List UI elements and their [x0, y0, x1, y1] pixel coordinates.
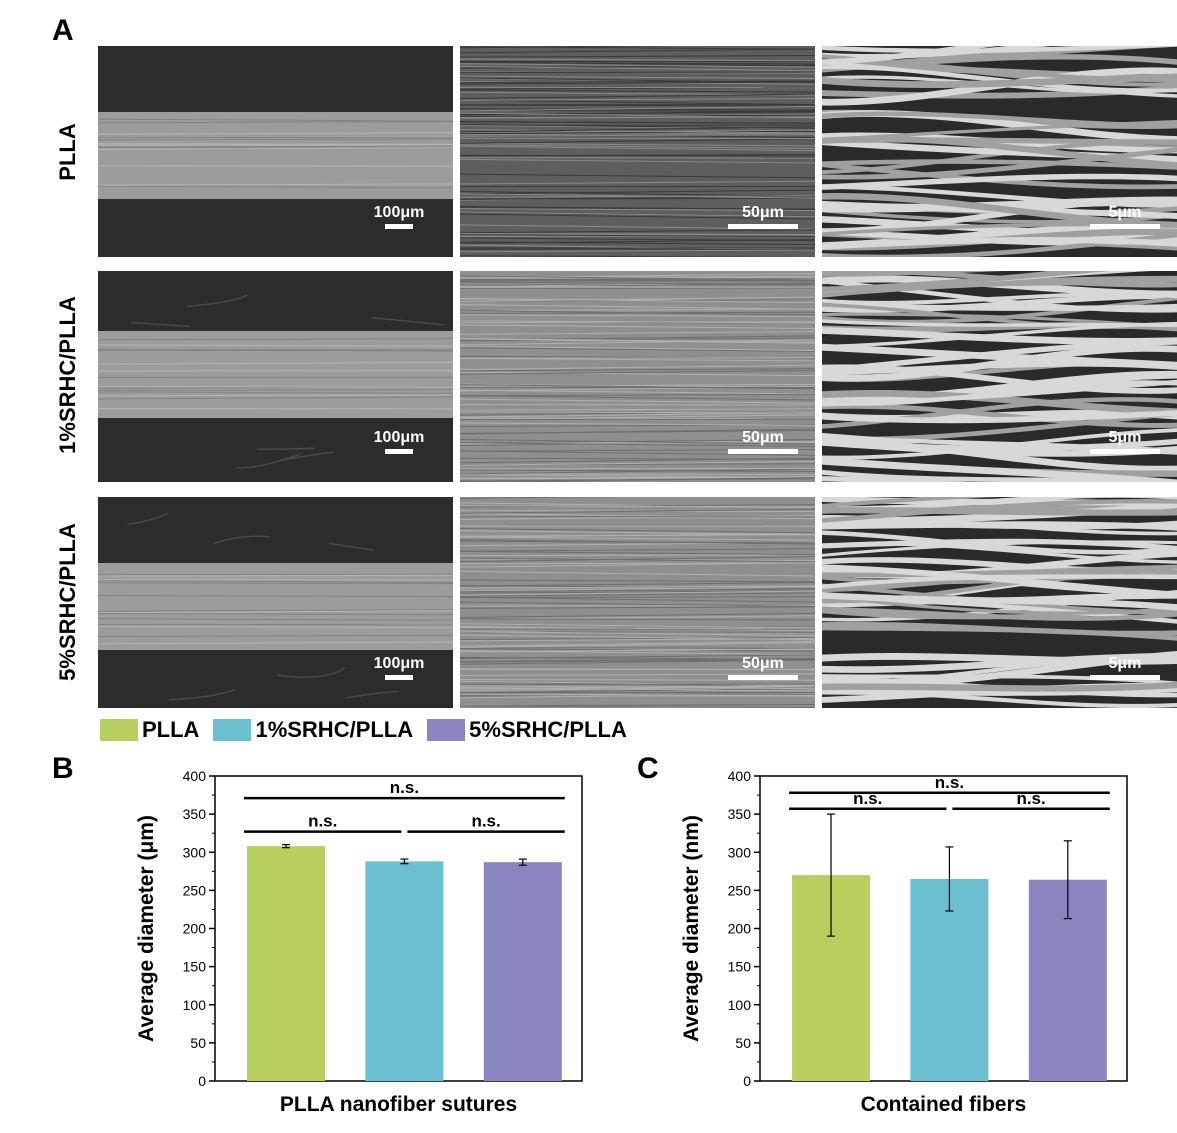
- scalebar-line: [728, 449, 798, 454]
- scalebar: 5μm: [1075, 204, 1175, 229]
- sem-image-r2-c3: 5μm: [822, 271, 1177, 482]
- panel-letter-a: A: [52, 14, 74, 47]
- scalebar: 100μm: [370, 429, 428, 454]
- sem-image-r3-c1: 100μm: [98, 497, 453, 708]
- y-tick-label: 250: [183, 882, 207, 898]
- y-tick-label: 350: [183, 806, 207, 822]
- bar-2: [910, 878, 989, 1081]
- legend: PLLA 1%SRHC/PLLA 5%SRHC/PLLA: [100, 717, 627, 743]
- scalebar-line: [385, 449, 413, 454]
- scalebar-label: 5μm: [1108, 655, 1142, 672]
- scalebar-label: 100μm: [373, 655, 425, 672]
- sem-image-r3-c3: 5μm: [822, 497, 1177, 708]
- legend-item-1srhc: 1%SRHC/PLLA: [213, 717, 413, 743]
- legend-item-plla: PLLA: [100, 717, 199, 743]
- legend-label-1srhc: 1%SRHC/PLLA: [255, 717, 414, 742]
- significance-label-1: n.s.: [390, 778, 419, 797]
- legend-item-5srhc: 5%SRHC/PLLA: [427, 717, 627, 743]
- y-tick-label: 300: [183, 844, 207, 860]
- panel-letter-c: C: [637, 752, 659, 785]
- scalebar: 50μm: [713, 655, 813, 680]
- x-axis-label: PLLA nanofiber sutures: [280, 1093, 517, 1116]
- y-tick-label: 50: [190, 1035, 206, 1051]
- scalebar: 100μm: [370, 204, 428, 229]
- sem-image-r1-c1: 100μm: [98, 46, 453, 257]
- scalebar-label: 50μm: [742, 204, 784, 221]
- y-tick-label: 200: [728, 921, 752, 937]
- bar-1: [247, 846, 326, 1081]
- y-tick-label: 100: [728, 997, 752, 1013]
- row-label-plla: PLLA: [55, 123, 80, 181]
- legend-swatch-1srhc: [213, 719, 252, 741]
- sem-image-r1-c3: 5μm: [822, 46, 1177, 257]
- legend-label-plla: PLLA: [142, 717, 200, 742]
- scalebar-label: 5μm: [1108, 204, 1142, 221]
- y-tick-label: 150: [183, 959, 207, 975]
- legend-swatch-5srhc: [427, 719, 466, 741]
- scalebar-line: [385, 675, 413, 680]
- legend-swatch-plla: [100, 719, 138, 741]
- scalebar-line: [728, 224, 798, 229]
- sem-image-r3-c2: 50μm: [460, 497, 815, 708]
- y-tick-label: 400: [728, 768, 752, 784]
- row-label-1srhc: 1%SRHC/PLLA: [55, 296, 80, 454]
- y-tick-label: 50: [735, 1035, 751, 1051]
- significance-label-3: n.s.: [1016, 789, 1045, 808]
- scalebar: 5μm: [1075, 429, 1175, 454]
- sem-image-r1-c2: 50μm: [460, 46, 815, 257]
- scalebar-label: 50μm: [742, 655, 784, 672]
- row-label-5srhc: 5%SRHC/PLLA: [55, 523, 80, 681]
- scalebar-label: 50μm: [742, 429, 784, 446]
- sem-image-r2-c2: 50μm: [460, 271, 815, 482]
- significance-label-1: n.s.: [935, 773, 964, 792]
- legend-label-5srhc: 5%SRHC/PLLA: [469, 717, 627, 742]
- scalebar-label: 100μm: [373, 429, 425, 446]
- scalebar-line: [1090, 224, 1160, 229]
- chart-c: 0 50 100 150 200 250 300 350 400 n.s. n.s. n.s. Cont…: [680, 768, 1128, 1116]
- y-tick-label: 200: [183, 921, 207, 937]
- scalebar-line: [385, 224, 413, 229]
- y-axis-label: Average diameter (nm): [680, 815, 703, 1042]
- scalebar: 50μm: [713, 204, 813, 229]
- significance-label-3: n.s.: [471, 812, 500, 831]
- sem-image-r2-c1: 100μm: [98, 271, 453, 482]
- y-tick-label: 400: [183, 768, 207, 784]
- y-axis-label: Average diameter (μm): [135, 815, 158, 1042]
- scalebar-line: [1090, 449, 1160, 454]
- y-tick-label: 100: [183, 997, 207, 1013]
- y-tick-label: 150: [728, 959, 752, 975]
- scalebar-label: 100μm: [373, 204, 425, 221]
- scalebar: 5μm: [1075, 655, 1175, 680]
- y-tick-label: 300: [728, 844, 752, 860]
- significance-label-2: n.s.: [853, 789, 882, 808]
- x-axis-label: Contained fibers: [861, 1093, 1027, 1116]
- y-tick-label: 250: [728, 882, 752, 898]
- chart-b: 0 50 100 150 200 250 300 350 400 n.s. n.s. n.s. PLLA…: [135, 768, 583, 1116]
- bar-2: [365, 861, 444, 1081]
- y-tick-label: 0: [743, 1073, 751, 1089]
- y-tick-label: 0: [198, 1073, 206, 1089]
- significance-label-2: n.s.: [308, 812, 337, 831]
- panel-letter-b: B: [52, 752, 74, 785]
- scalebar: 100μm: [370, 655, 428, 680]
- scalebar: 50μm: [713, 429, 813, 454]
- bar-3: [483, 862, 562, 1081]
- scalebar-line: [728, 675, 798, 680]
- scalebar-line: [1090, 675, 1160, 680]
- y-tick-label: 350: [728, 806, 752, 822]
- scalebar-label: 5μm: [1108, 429, 1142, 446]
